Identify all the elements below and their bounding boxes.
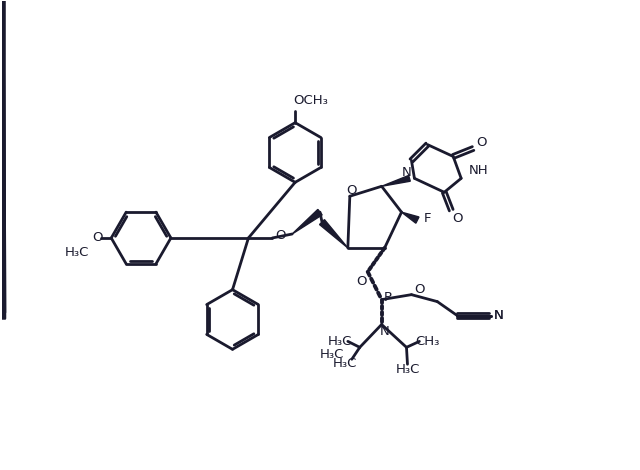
Text: H₃C: H₃C	[328, 335, 352, 348]
Text: H₃C: H₃C	[333, 357, 357, 370]
Text: H₃C: H₃C	[64, 246, 88, 259]
Text: H₃C: H₃C	[320, 348, 344, 361]
Text: O: O	[347, 184, 357, 197]
Text: F: F	[424, 212, 431, 225]
Text: O: O	[414, 283, 425, 296]
Polygon shape	[381, 175, 410, 186]
Text: P: P	[383, 291, 392, 304]
Text: O: O	[452, 212, 463, 225]
Polygon shape	[292, 210, 322, 234]
Text: O: O	[275, 229, 285, 243]
Text: O: O	[476, 136, 486, 149]
Text: N: N	[402, 166, 412, 179]
Polygon shape	[401, 212, 419, 223]
Text: O: O	[356, 275, 367, 288]
Text: OCH₃: OCH₃	[294, 94, 328, 107]
Text: H₃C: H₃C	[396, 363, 420, 376]
Text: N: N	[494, 309, 504, 322]
Text: CH₃: CH₃	[415, 335, 440, 348]
Text: NH: NH	[469, 164, 489, 177]
Text: N: N	[494, 309, 504, 322]
Polygon shape	[319, 219, 348, 248]
Text: O: O	[92, 232, 102, 244]
Text: N: N	[380, 325, 390, 338]
